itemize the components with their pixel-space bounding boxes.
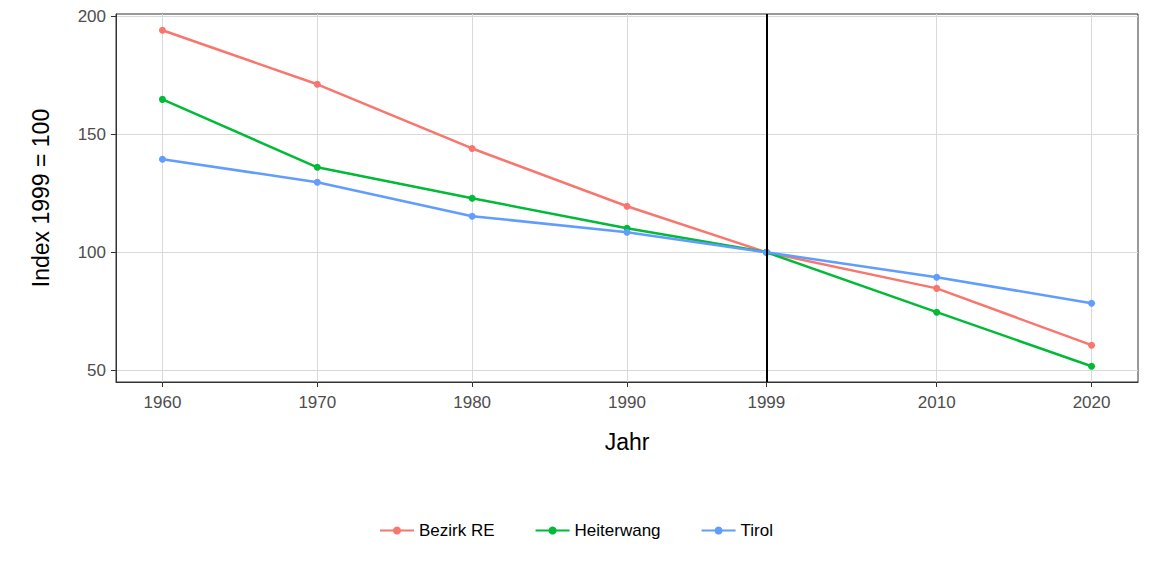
svg-text:1990: 1990 <box>608 393 646 412</box>
svg-text:2020: 2020 <box>1073 393 1111 412</box>
svg-text:Heiterwang: Heiterwang <box>575 521 661 540</box>
svg-text:100: 100 <box>78 243 106 262</box>
svg-text:2010: 2010 <box>918 393 956 412</box>
svg-text:1980: 1980 <box>453 393 491 412</box>
svg-text:1999: 1999 <box>747 393 785 412</box>
svg-text:Jahr: Jahr <box>605 429 650 455</box>
svg-text:Bezirk RE: Bezirk RE <box>419 521 495 540</box>
svg-text:150: 150 <box>78 125 106 144</box>
svg-text:1970: 1970 <box>298 393 336 412</box>
svg-text:Tirol: Tirol <box>741 521 773 540</box>
svg-text:1960: 1960 <box>144 393 182 412</box>
svg-text:50: 50 <box>87 361 106 380</box>
svg-text:200: 200 <box>78 7 106 26</box>
svg-text:Index 1999 = 100: Index 1999 = 100 <box>28 109 54 287</box>
